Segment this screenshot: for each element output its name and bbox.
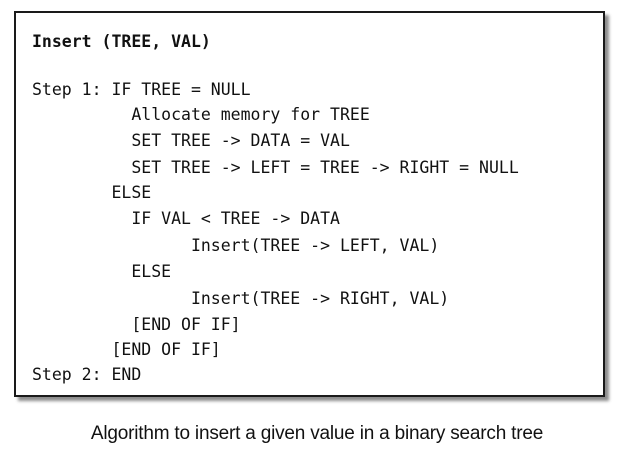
code-line-end-outer-if: [END OF IF] xyxy=(32,340,221,359)
algorithm-box: Insert (TREE, VAL) Step 1: IF TREE = NUL… xyxy=(14,11,605,397)
code-line-else: ELSE xyxy=(32,183,152,202)
code-line-insert-left: Insert(TREE -> LEFT, VAL) xyxy=(32,236,440,255)
code-line-allocate: Allocate memory for TREE xyxy=(32,105,370,124)
code-line-end-inner-if: [END OF IF] xyxy=(32,315,241,334)
figure-caption: Algorithm to insert a given value in a b… xyxy=(90,423,544,444)
code-line-if-less: IF VAL < TREE -> DATA xyxy=(32,209,340,228)
code-line-step2-end: Step 2: END xyxy=(32,365,142,384)
code-line-insert-right: Insert(TREE -> RIGHT, VAL) xyxy=(32,289,450,308)
code-line-set-children: SET TREE -> LEFT = TREE -> RIGHT = NULL xyxy=(32,158,519,177)
algorithm-title: Insert (TREE, VAL) xyxy=(32,32,211,51)
code-line-inner-else: ELSE xyxy=(32,262,172,281)
code-line-set-data: SET TREE -> DATA = VAL xyxy=(32,131,350,150)
code-line-step1-if: Step 1: IF TREE = NULL xyxy=(32,80,251,99)
